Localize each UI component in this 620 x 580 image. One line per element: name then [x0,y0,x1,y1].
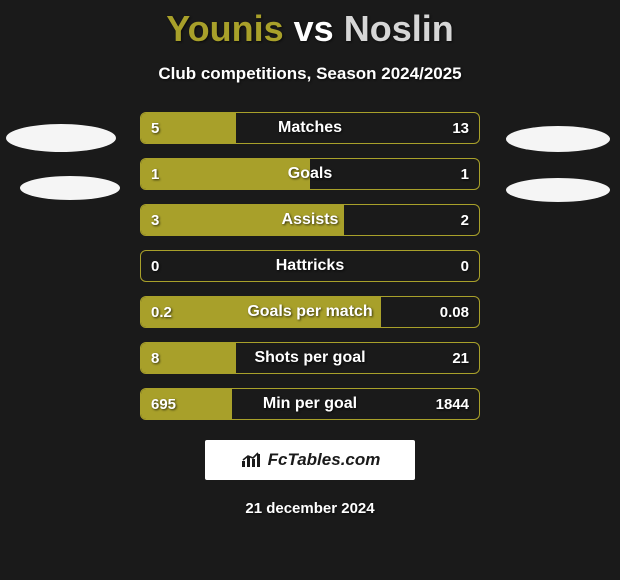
stat-row: 0Hattricks0 [140,250,480,282]
player1-country-logo-placeholder [20,176,120,200]
stat-value-right: 0.08 [440,297,469,327]
stat-value-right: 13 [452,113,469,143]
stat-label: Goals per match [141,297,479,327]
stat-label: Hattricks [141,251,479,281]
player2-club-logo-placeholder [506,126,610,152]
player1-name: Younis [166,8,283,49]
stat-row: 3Assists2 [140,204,480,236]
stat-label: Shots per goal [141,343,479,373]
stat-row: 0.2Goals per match0.08 [140,296,480,328]
attribution-badge: FcTables.com [205,440,415,480]
stat-label: Min per goal [141,389,479,419]
stat-value-right: 21 [452,343,469,373]
stat-row: 695Min per goal1844 [140,388,480,420]
comparison-title: Younis vs Noslin [0,0,620,50]
chart-icon [240,451,262,469]
stat-label: Goals [141,159,479,189]
player2-country-logo-placeholder [506,178,610,202]
player1-club-logo-placeholder [6,124,116,152]
vs-label: vs [294,8,334,49]
stat-value-right: 2 [461,205,469,235]
stat-value-right: 0 [461,251,469,281]
date-label: 21 december 2024 [0,500,620,517]
stat-row: 8Shots per goal21 [140,342,480,374]
attribution-text: FcTables.com [268,450,381,470]
stat-label: Assists [141,205,479,235]
stat-value-right: 1844 [436,389,469,419]
stat-label: Matches [141,113,479,143]
subtitle: Club competitions, Season 2024/2025 [0,64,620,84]
stats-container: 5Matches131Goals13Assists20Hattricks00.2… [0,112,620,420]
stat-value-right: 1 [461,159,469,189]
player2-name: Noslin [344,8,454,49]
stat-row: 1Goals1 [140,158,480,190]
stat-row: 5Matches13 [140,112,480,144]
